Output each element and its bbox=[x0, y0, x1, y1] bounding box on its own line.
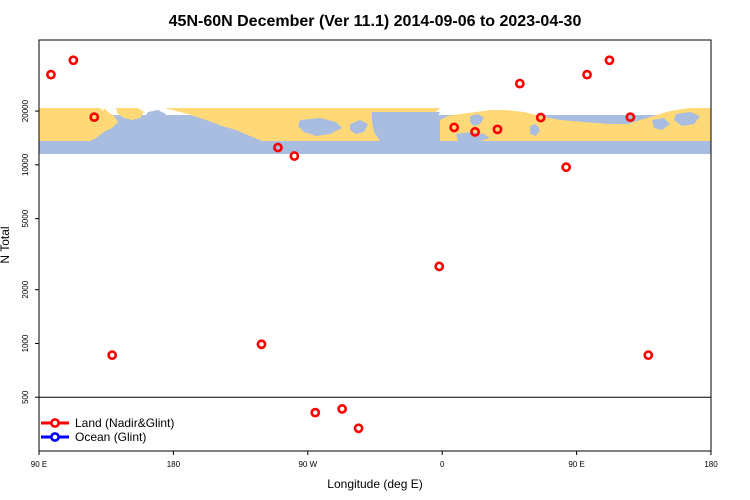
legend: Land (Nadir&Glint)Ocean (Glint) bbox=[41, 416, 174, 444]
map-water-labrador-sea bbox=[350, 120, 368, 134]
x-tick-label: 90 E bbox=[31, 460, 47, 469]
x-tick-label: 0 bbox=[440, 460, 445, 469]
x-tick-label: 90 E bbox=[568, 460, 584, 469]
map-water-north-atlantic bbox=[372, 112, 440, 141]
y-tick-label: 500 bbox=[21, 390, 30, 404]
map-water-mediterranean bbox=[456, 132, 490, 141]
data-point bbox=[337, 404, 348, 414]
x-tick-label: 180 bbox=[704, 460, 718, 469]
map-water-caspian-sea bbox=[530, 124, 540, 136]
legend-marker bbox=[50, 432, 60, 442]
map-water-baltic-sea bbox=[470, 114, 484, 126]
legend-label: Ocean (Glint) bbox=[75, 430, 146, 444]
map-water bbox=[144, 110, 700, 141]
data-point bbox=[353, 423, 364, 434]
y-axis-label: N Total bbox=[0, 226, 12, 263]
x-axis-label: Longitude (deg E) bbox=[327, 477, 422, 491]
y-tick-label: 5000 bbox=[21, 209, 30, 227]
data-point bbox=[273, 142, 283, 153]
map-land-asia-west bbox=[39, 108, 106, 141]
data-point bbox=[107, 350, 118, 361]
data-point bbox=[514, 78, 525, 89]
chart-title: 45N-60N December (Ver 11.1) 2014-09-06 t… bbox=[169, 13, 582, 30]
x-tick-label: 90 W bbox=[298, 460, 317, 469]
data-point bbox=[535, 112, 546, 123]
map-water-north-pacific bbox=[144, 110, 166, 122]
world-map-band bbox=[39, 108, 711, 155]
map-land-asia-east bbox=[60, 108, 118, 141]
y-axis: 500 1000 2000 5000 10000 20000 bbox=[21, 99, 39, 404]
map-water-hudson-bay bbox=[298, 118, 342, 136]
y-tick-label: 1000 bbox=[21, 334, 30, 352]
data-point bbox=[289, 151, 300, 161]
data-point bbox=[625, 112, 636, 123]
data-point bbox=[561, 162, 572, 173]
map-land-europe bbox=[440, 108, 711, 141]
y-tick-label: 10000 bbox=[21, 153, 30, 176]
x-tick-label: 180 bbox=[167, 460, 181, 469]
map-land-kamchatka bbox=[116, 108, 144, 120]
y-tick-label: 20000 bbox=[21, 99, 30, 122]
data-point bbox=[470, 126, 480, 137]
plot-area bbox=[38, 39, 712, 452]
data-point bbox=[46, 69, 56, 80]
data-point bbox=[68, 55, 79, 66]
legend-label: Land (Nadir&Glint) bbox=[75, 416, 174, 430]
data-points bbox=[46, 55, 654, 434]
data-point bbox=[582, 69, 592, 80]
legend-marker bbox=[50, 418, 60, 428]
map-water-gulf-of-alaska bbox=[196, 126, 240, 141]
data-point bbox=[604, 55, 615, 66]
data-point bbox=[256, 339, 267, 350]
data-point bbox=[643, 350, 654, 361]
data-point bbox=[89, 112, 100, 123]
data-point bbox=[434, 261, 445, 272]
map-water-bering-sea bbox=[674, 112, 700, 126]
map-water-okhotsk-sea bbox=[652, 118, 670, 130]
y-tick-label: 2000 bbox=[21, 280, 30, 298]
x-axis: 90 E 180 90 W 0 90 E 180 bbox=[31, 451, 718, 469]
data-point bbox=[492, 124, 503, 135]
data-point bbox=[310, 407, 321, 418]
data-point bbox=[449, 122, 460, 133]
